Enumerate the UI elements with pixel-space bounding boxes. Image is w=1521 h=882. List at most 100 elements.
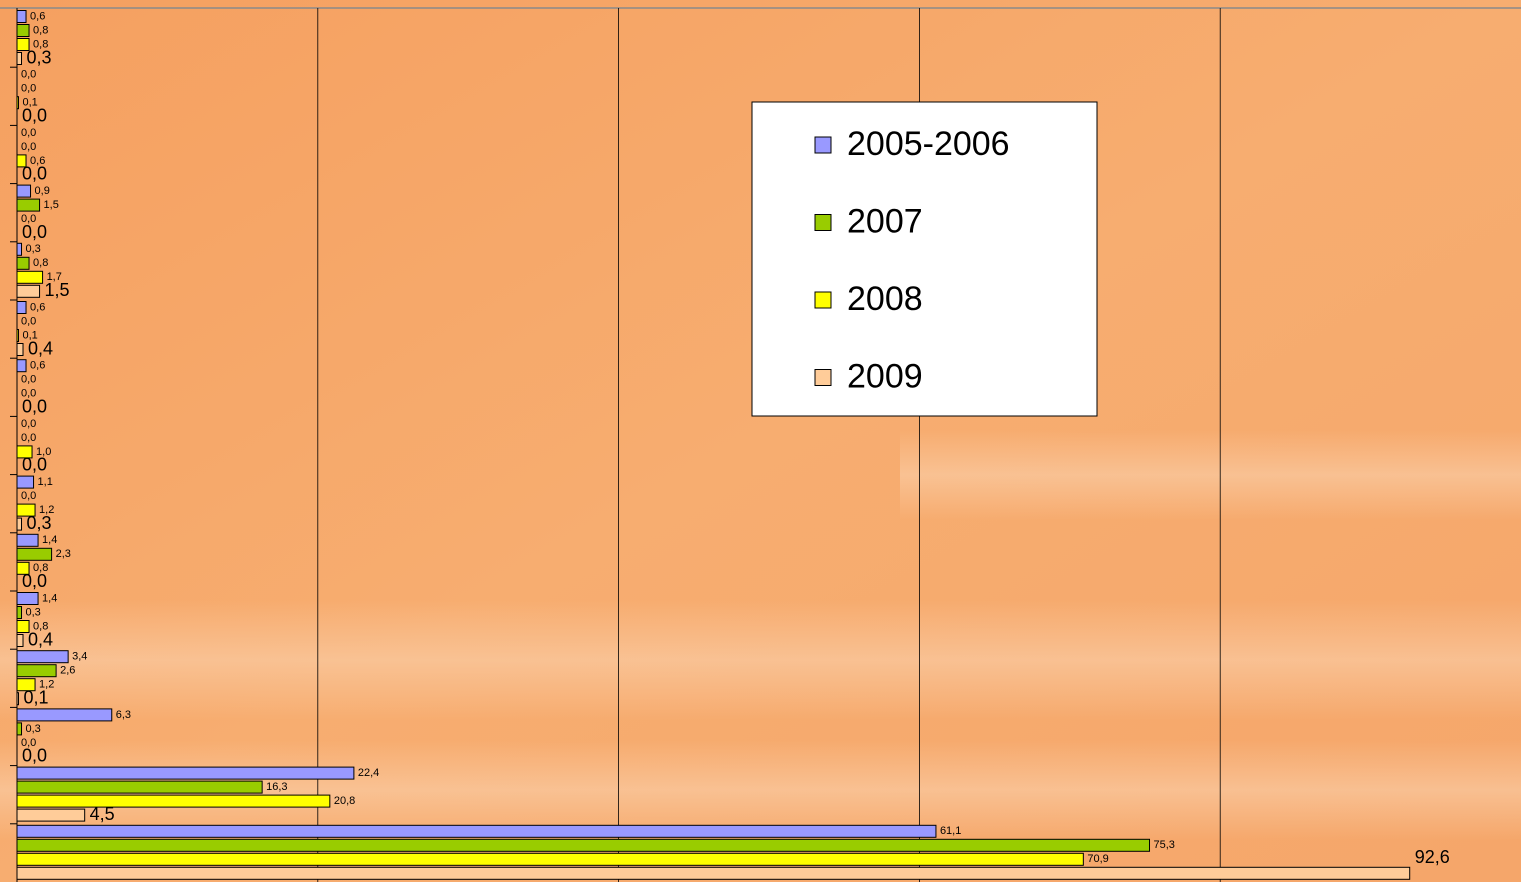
legend-box (751, 101, 1098, 417)
data-label: 0,0 (21, 432, 36, 444)
legend-label: 2008 (847, 280, 923, 318)
data-label: 3,4 (72, 651, 87, 663)
data-label: 0,4 (28, 629, 53, 649)
data-label: 0,0 (21, 315, 36, 327)
bar (16, 650, 69, 664)
bar (16, 780, 263, 794)
data-label: 6,3 (116, 709, 131, 721)
data-label: 0,0 (21, 213, 36, 225)
data-label: 61,1 (940, 825, 961, 837)
bar (16, 184, 32, 198)
data-label: 0,0 (22, 222, 47, 242)
plot-area: 0,60,00,00,90,30,60,60,01,11,41,43,46,32… (0, 7, 1521, 882)
background-streak (900, 430, 1521, 520)
data-label: 4,5 (90, 804, 115, 824)
data-label: 0,0 (22, 164, 47, 184)
data-label: 0,3 (27, 513, 52, 533)
bar (16, 38, 30, 51)
legend-swatch (814, 214, 832, 231)
data-label: 0,9 (35, 185, 50, 197)
bar (16, 301, 27, 314)
legend-label: 2005-2006 (847, 125, 1010, 163)
bar (16, 10, 27, 23)
data-label: 0,1 (23, 329, 38, 341)
bar (16, 359, 27, 373)
bar (16, 343, 24, 356)
data-label: 0,0 (21, 490, 36, 502)
data-label: 0,0 (21, 418, 36, 430)
data-label: 0,0 (21, 737, 36, 749)
bar (16, 808, 86, 822)
bar (16, 242, 23, 256)
bar (16, 445, 33, 459)
data-label: 0,4 (28, 338, 53, 358)
data-label: 0,3 (26, 723, 41, 735)
data-label: 0,8 (33, 620, 48, 632)
data-label: 22,4 (358, 767, 379, 779)
bar (16, 154, 27, 168)
bar (16, 475, 35, 489)
bar (16, 270, 44, 284)
bar (16, 794, 331, 808)
legend-label: 2009 (847, 357, 923, 395)
data-label: 1,4 (42, 592, 57, 604)
data-label: 0,8 (33, 38, 48, 50)
data-label: 0,3 (26, 606, 41, 618)
bar (16, 284, 41, 298)
data-label: 0,0 (21, 374, 36, 386)
data-label: 0,0 (22, 455, 47, 475)
data-label: 1,0 (36, 446, 51, 458)
data-label: 0,0 (21, 127, 36, 139)
data-label: 0,0 (21, 388, 36, 400)
data-label: 16,3 (266, 781, 287, 793)
data-label: 0,8 (33, 24, 48, 36)
data-label: 1,2 (39, 679, 54, 691)
data-label: 0,6 (30, 155, 45, 167)
data-label: 0,1 (24, 687, 49, 707)
data-label: 0,3 (26, 243, 41, 255)
data-label: 1,5 (44, 199, 59, 211)
bar (16, 52, 23, 65)
data-label: 0,1 (23, 97, 38, 109)
data-label: 1,5 (45, 280, 70, 300)
bar (16, 852, 1084, 866)
data-label: 0,6 (30, 360, 45, 372)
data-label: 92,6 (1415, 847, 1450, 867)
data-label: 0,6 (30, 301, 45, 313)
data-label: 0,0 (22, 746, 47, 766)
data-label: 20,8 (334, 795, 355, 807)
legend-swatch (814, 369, 832, 386)
bar (16, 824, 937, 838)
bar (16, 517, 23, 531)
bar (16, 838, 1151, 852)
bar (16, 329, 20, 342)
data-label: 0,0 (21, 69, 36, 81)
bar (16, 722, 23, 736)
bar (16, 678, 36, 692)
bar (16, 866, 1411, 880)
bar (16, 503, 36, 517)
data-label: 75,3 (1154, 839, 1175, 851)
data-label: 0,0 (22, 105, 47, 125)
bar (16, 533, 39, 547)
bar (16, 198, 41, 212)
data-label: 0,8 (33, 562, 48, 574)
data-label: 70,9 (1087, 853, 1108, 865)
bar (16, 664, 57, 678)
bar (16, 256, 30, 270)
data-label: 0,0 (22, 396, 47, 416)
bar (16, 561, 30, 575)
bar (16, 620, 30, 633)
data-label: 0,8 (33, 257, 48, 269)
data-label: 0,6 (30, 10, 45, 22)
data-label: 1,7 (47, 271, 62, 283)
data-label: 2,6 (60, 665, 75, 677)
data-label: 0,3 (27, 47, 52, 67)
legend-swatch (814, 291, 832, 309)
bar (16, 547, 53, 561)
data-label: 2,3 (56, 548, 71, 560)
data-label: 0,0 (22, 571, 47, 591)
data-label: 0,0 (21, 141, 36, 153)
